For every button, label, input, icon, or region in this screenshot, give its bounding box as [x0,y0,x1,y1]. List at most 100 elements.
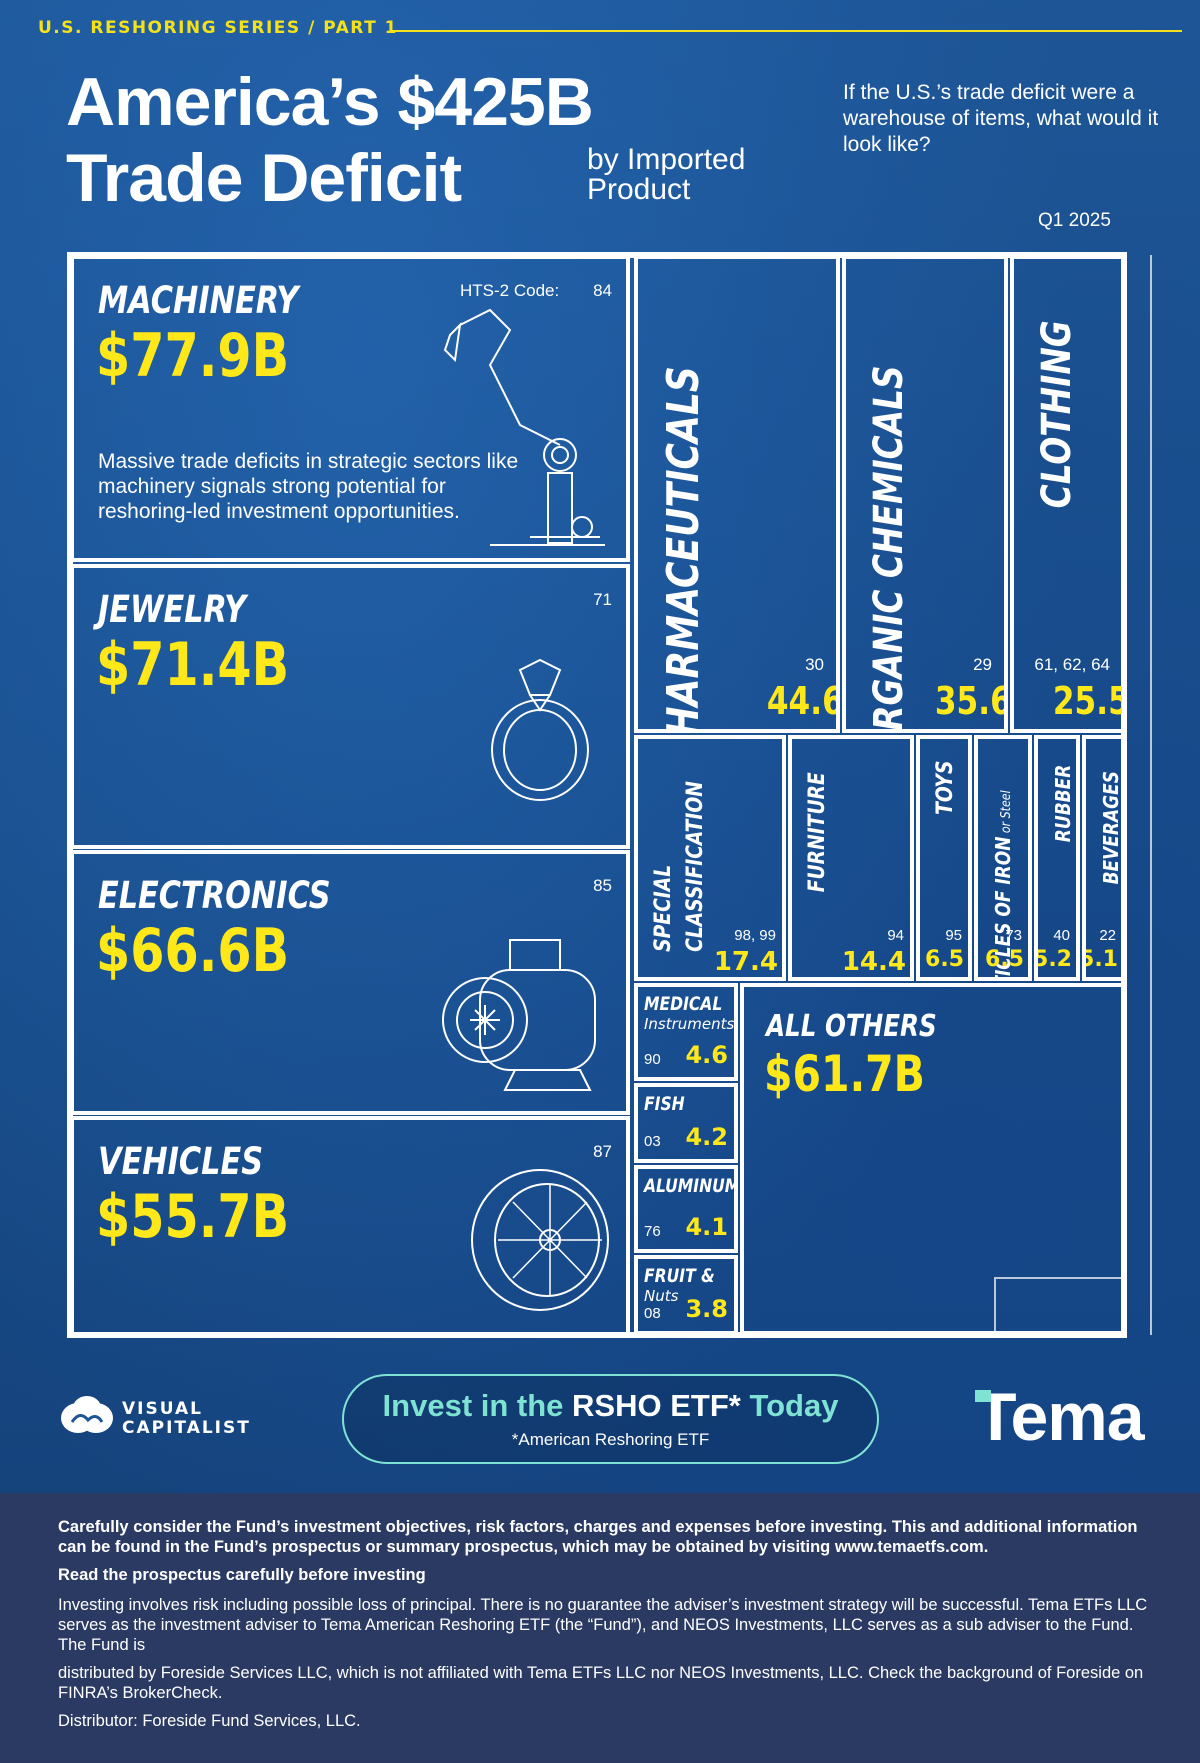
hts-code: 61, 62, 64 [1034,655,1110,674]
cell-electronics: ELECTRONICS $66.6B 85 [70,850,630,1115]
hts-code: 03 [644,1133,661,1150]
invest-cta-button[interactable]: Invest in the RSHO ETF* Today *American … [342,1374,879,1464]
cta-note: *American Reshoring ETF [511,1430,710,1449]
category-value: 4.1 [685,1213,728,1241]
disclaimer-p2: Read the prospectus carefully before inv… [58,1566,426,1584]
robot-arm-icon [443,308,605,546]
ring-icon [491,658,589,801]
category-value: 35.6 [935,679,1008,723]
category-name: MEDICAL [644,993,723,1015]
category-value: $61.7B [764,1045,925,1103]
category-name-sub: Nuts [644,1287,679,1305]
hts-code-label: HTS-2 Code: [460,281,560,300]
category-name: BEVERAGES [1099,771,1123,885]
cell-organic-chemicals: ORGANIC CHEMICALS 29 35.6 [842,255,1008,733]
series-rule [392,30,1182,32]
category-name: FURNITURE [805,772,830,893]
hts-code: 87 [593,1142,612,1161]
machinery-note: Massive trade deficits in strategic sect… [98,450,519,523]
electric-motor-icon [442,939,596,1091]
disclaimer-p3: Investing involves risk including possib… [58,1596,1148,1654]
cell-machinery: MACHINERY $77.9B HTS-2 Code: 84 Massive trad… [70,255,630,562]
brand-line2: CAPITALIST [122,1418,251,1438]
category-name: FRUIT & [644,1265,715,1287]
disclaimer-panel: Carefully consider the Fund’s investment… [0,1493,1200,1763]
hts-code: 84 [593,281,612,300]
category-name-sub: Instruments [644,1015,735,1033]
hts-code: 76 [644,1223,661,1240]
category-name: JEWELRY [98,588,247,631]
cta-text: Invest in the RSHO ETF* Today [344,1388,877,1424]
category-name: ALL OTHERS [766,1009,937,1044]
category-name-line1: SPECIAL [651,864,676,952]
category-value: 25.5 [1053,679,1126,723]
disclaimer-p5: Distributor: Foreside Fund Services, LLC… [58,1712,361,1730]
category-value: $71.4B [96,630,290,700]
tema-logo: Tema [975,1379,1145,1455]
hts-code: 30 [805,655,824,674]
category-name: PHARMACEUTICALS [658,366,709,733]
hts-code: 71 [593,590,612,609]
cell-articles-of-iron: ARTICLES OF IRONor Steel 73 6.5 [974,735,1032,981]
hts-code: 29 [973,655,992,674]
cta-etf: RSHO ETF* [572,1388,741,1423]
cell-jewelry: JEWELRY $71.4B 71 [70,564,630,849]
cell-toys: TOYS 95 6.5 [916,735,972,981]
crate-outline [994,1277,1122,1331]
cell-fish: FISH 03 4.2 [634,1083,738,1163]
cell-all-others: ALL OTHERS $61.7B [740,983,1126,1335]
category-value: 14.4 [841,947,906,977]
category-name: FISH [644,1093,685,1115]
hts-code: 40 [1053,927,1070,944]
category-value: 3.8 [685,1295,728,1323]
category-value: 5.2 [1034,947,1072,972]
series-label: U.S. RESHORING SERIES / PART 1 [38,18,398,38]
cell-special-classification: SPECIAL CLASSIFICATION 98, 99 17.4 [634,735,786,981]
disclaimer-p4: distributed by Foreside Services LLC, wh… [58,1664,1144,1702]
cell-beverages: BEVERAGES 22 5.1 [1082,735,1126,981]
category-name: ELECTRONICS [98,874,331,917]
category-value: $55.7B [96,1182,290,1252]
tire-icon [471,1169,609,1311]
tema-logo-accent [975,1390,991,1402]
brand-line1: VISUAL [122,1399,203,1419]
cell-rubber: RUBBER 40 5.2 [1034,735,1080,981]
disclaimer-p1: Carefully consider the Fund’s investment… [58,1518,1138,1556]
hts-code: 22 [1099,927,1116,944]
category-value: 6.5 [925,947,964,972]
page-title-line2: Trade Deficit [66,140,462,216]
cell-medical: MEDICAL Instruments 90 4.6 [634,983,738,1081]
cell-fruit: FRUIT & Nuts 08 3.8 [634,1255,738,1335]
category-name: MACHINERY [98,279,299,322]
dimension-line [1150,255,1152,1335]
category-value: 4.2 [685,1123,728,1151]
cta-suffix: Today [740,1388,839,1423]
hts-code: 94 [887,927,904,944]
category-value: 6.5 [985,947,1024,972]
category-name-sub: or Steel [999,790,1014,834]
hts-code: 08 [644,1305,661,1322]
cta-prefix: Invest in the [382,1388,573,1423]
cell-pharmaceuticals: PHARMACEUTICALS 30 44.6 [634,255,840,733]
category-value: $77.9B [96,321,290,391]
visual-capitalist-logo-icon [61,1396,113,1433]
category-name: VEHICLES [98,1140,264,1183]
category-name: ORGANIC CHEMICALS [866,365,912,733]
category-value: $66.6B [96,916,290,986]
page-subtitle: by Imported Product [587,143,746,206]
category-name-line2: CLASSIFICATION [683,781,708,952]
category-value: 5.1 [1082,947,1118,972]
hts-code: 73 [1005,927,1022,944]
category-value: 44.6 [767,679,840,723]
period-label: Q1 2025 [1038,210,1111,231]
cell-furniture: FURNITURE 94 14.4 [788,735,914,981]
cell-aluminum: ALUMINUM 76 4.1 [634,1165,738,1253]
hts-code: 90 [644,1051,661,1068]
category-name: TOYS [933,760,958,815]
hts-code: 95 [945,927,962,944]
cell-clothing: CLOTHING 61, 62, 64 25.5 [1010,255,1126,733]
category-name: SPECIAL CLASSIFICATION [648,781,712,952]
category-value: 17.4 [713,947,778,977]
hts-code: 85 [593,876,612,895]
category-name: RUBBER [1051,764,1075,843]
